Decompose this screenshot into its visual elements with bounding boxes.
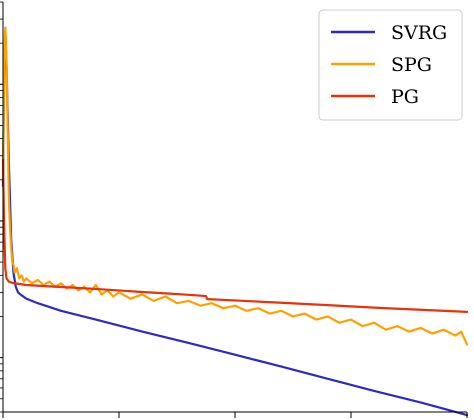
legend-box: [318, 9, 463, 121]
legend: SVRG SPG PG: [318, 9, 463, 121]
series-line-spg: [1, 26, 469, 346]
series-line-pg: [1, 158, 469, 314]
legend-label-pg: PG: [391, 86, 419, 108]
legend-label-svrg: SVRG: [391, 22, 447, 44]
legend-label-spg: SPG: [391, 54, 432, 76]
series-layer: [1, 26, 469, 417]
